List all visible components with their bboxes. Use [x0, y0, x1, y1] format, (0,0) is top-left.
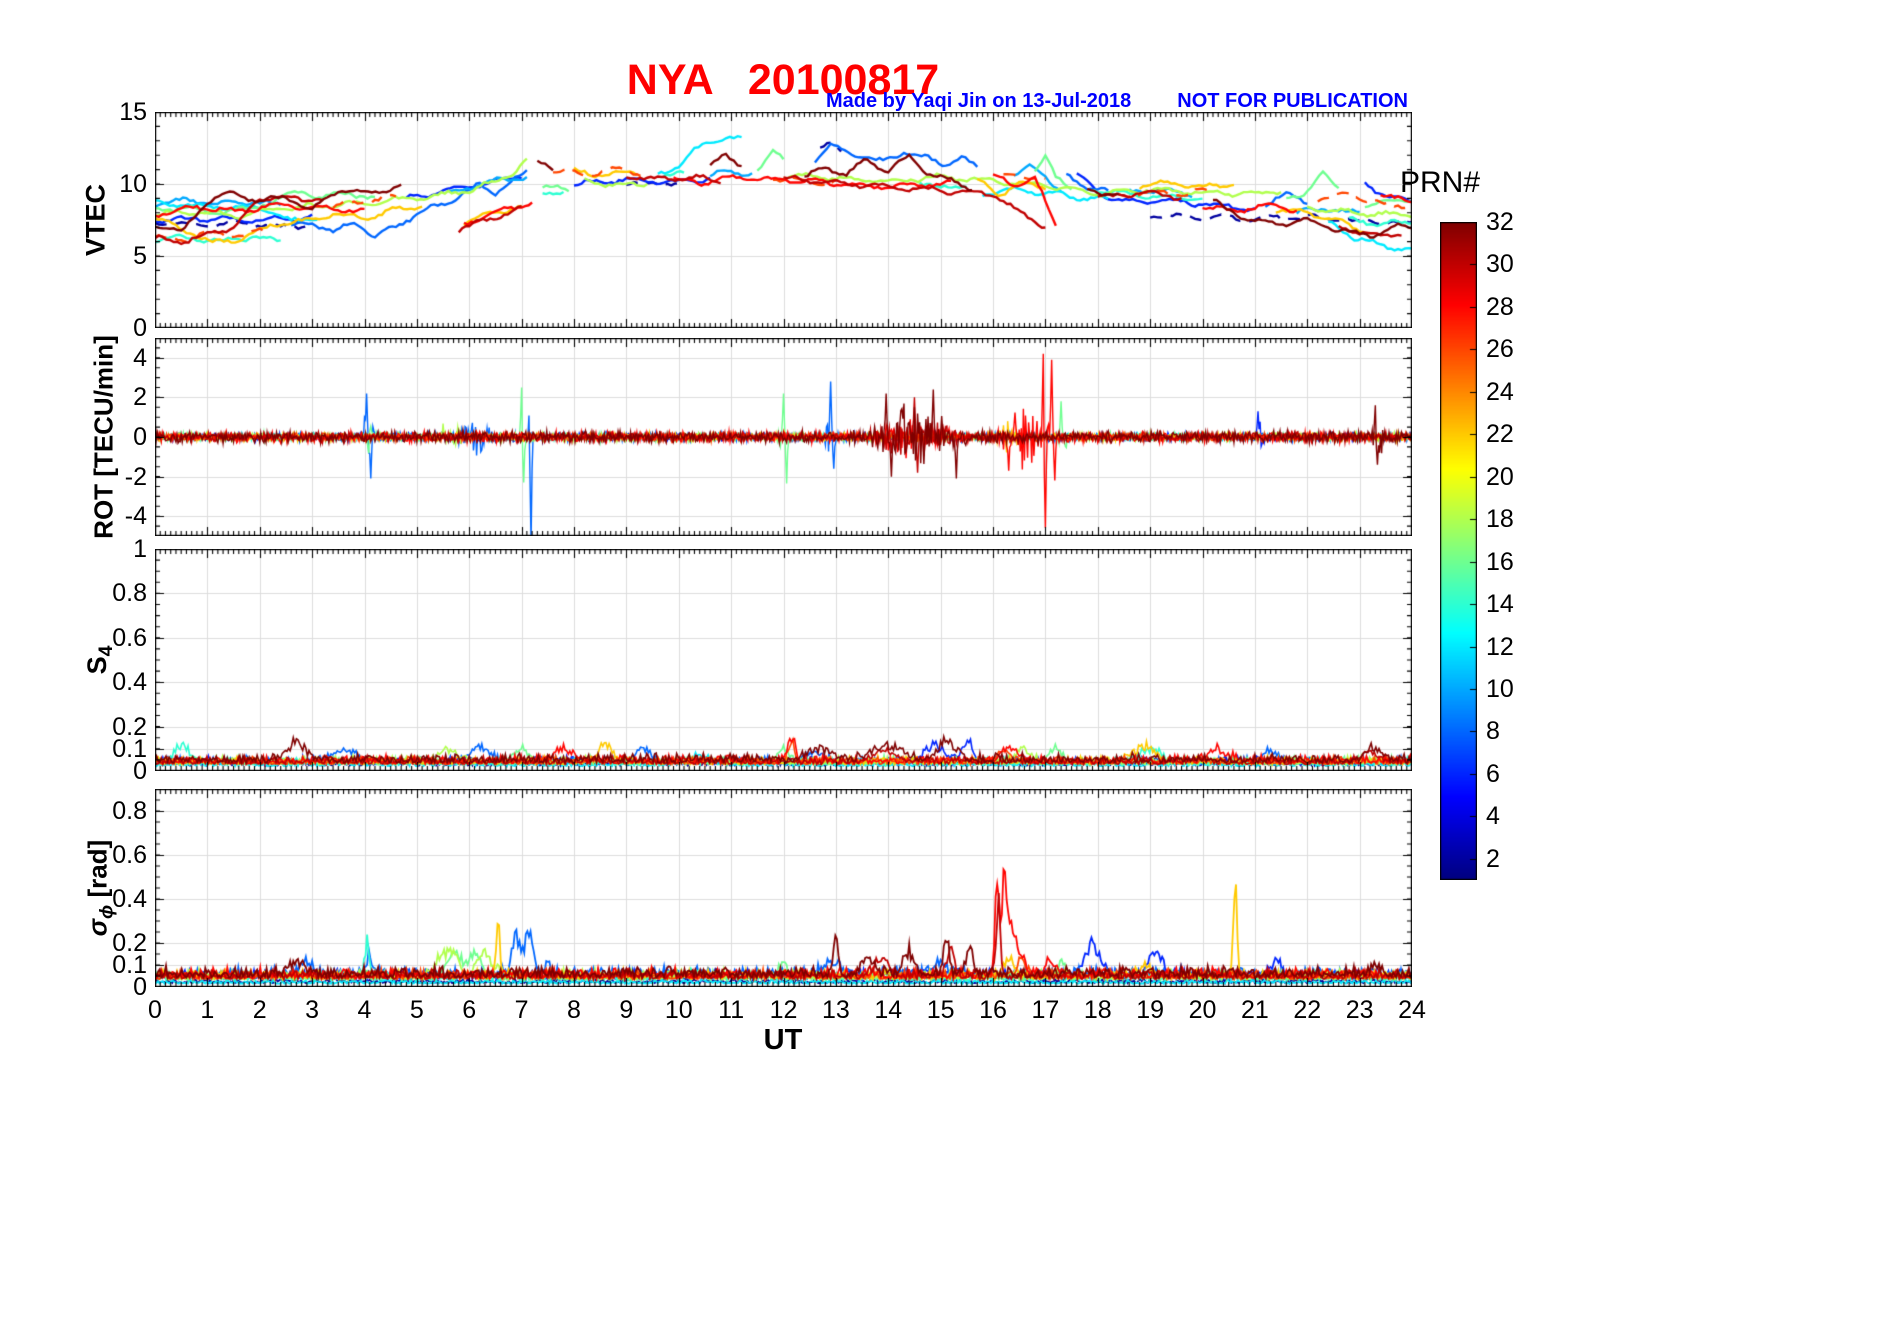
s4-ytick-label: 0 — [133, 757, 147, 785]
xaxis-tick-label: 7 — [514, 996, 529, 1024]
s4-ytick-label: 0.6 — [112, 623, 147, 652]
sigma-ytick-label: 0.1 — [112, 951, 147, 979]
xaxis-tick-label: 24 — [1398, 996, 1426, 1024]
vtec-plot-canvas — [155, 112, 1412, 328]
s4-ytick-label: 0.4 — [112, 668, 147, 697]
rot-ytick-label: -2 — [124, 462, 147, 491]
xaxis-tick-label: 13 — [821, 996, 850, 1024]
xaxis-tick-label: 19 — [1136, 996, 1165, 1024]
made-by-text: Made by Yaqi Jin on 13-Jul-2018 — [825, 90, 1132, 112]
xaxis-tick-label: 3 — [305, 996, 320, 1024]
s4-ytick-label: 0.8 — [112, 579, 147, 608]
colorbar-tick-label: 12 — [1486, 632, 1514, 661]
xaxis-tick-label: 23 — [1345, 996, 1374, 1024]
xaxis-tick-label: 1 — [200, 996, 215, 1024]
colorbar-tick-label: 20 — [1486, 462, 1514, 491]
colorbar-tick-label: 30 — [1486, 250, 1514, 279]
colorbar-tick-label: 2 — [1486, 844, 1500, 873]
colorbar-tick-label: 24 — [1486, 377, 1514, 406]
xaxis-tick-label: 8 — [567, 996, 581, 1024]
rot-ytick-label: 2 — [133, 383, 147, 412]
rot-ytick-label: 4 — [133, 343, 147, 372]
not-for-publication-text: NOT FOR PUBLICATION — [1177, 90, 1408, 112]
xaxis-tick-label: 12 — [769, 996, 798, 1024]
sigma-plot-canvas — [155, 789, 1412, 987]
rot-plot-canvas — [155, 338, 1412, 536]
xaxis-label: UT — [763, 1024, 803, 1056]
made-by-annotation: Made by Yaqi Jin on 13-Jul-2018 NOT FOR P… — [826, 90, 1408, 113]
colorbar-tick-label: 26 — [1486, 335, 1514, 364]
sigma-ytick-label: 0 — [133, 973, 147, 1001]
xaxis-tick-label: 18 — [1083, 996, 1112, 1024]
rot-ytick-label: -4 — [124, 502, 147, 531]
vtec-ytick-label: 10 — [119, 170, 147, 198]
s4-plot-canvas — [155, 549, 1412, 771]
xaxis-tick-label: 21 — [1240, 996, 1269, 1024]
vtec-ytick-label: 0 — [133, 314, 147, 342]
colorbar-tick-label: 16 — [1486, 547, 1514, 576]
vtec-ytick-label: 5 — [133, 242, 147, 270]
xaxis-tick-label: 16 — [979, 996, 1007, 1024]
s4-ytick-label: 1 — [133, 535, 147, 563]
sigma-ytick-label: 0.8 — [112, 797, 147, 825]
colorbar-tick-label: 28 — [1486, 292, 1514, 321]
rot-ytick-label: 0 — [133, 423, 147, 451]
colorbar-tick-label: 32 — [1486, 208, 1514, 236]
xaxis-tick-label: 4 — [357, 996, 372, 1024]
colorbar-tick-label: 8 — [1486, 717, 1500, 746]
xaxis-tick-label: 6 — [462, 996, 477, 1024]
sigma-ytick-label: 0.2 — [112, 929, 147, 957]
vtec-ytick-label: 15 — [119, 98, 147, 126]
colorbar-tick-label: 4 — [1486, 802, 1500, 831]
colorbar-tick-label: 6 — [1486, 759, 1500, 788]
colorbar-tick-label: 10 — [1486, 674, 1514, 703]
s4-ytick-label: 0.2 — [112, 712, 147, 741]
s4-ytick-label: 0.1 — [112, 734, 147, 763]
xaxis-tick-label: 22 — [1293, 996, 1322, 1024]
xaxis-tick-label: 10 — [664, 996, 693, 1024]
colorbar-tick-label: 14 — [1486, 590, 1514, 619]
xaxis-tick-label: 11 — [718, 996, 745, 1024]
xaxis-tick-label: 9 — [619, 996, 634, 1024]
xaxis-tick-label: 2 — [252, 996, 267, 1024]
xaxis-tick-label: 5 — [409, 996, 424, 1024]
colorbar-label: PRN# — [1400, 166, 1481, 199]
prn-colorbar — [1440, 222, 1477, 880]
xaxis-tick-label: 14 — [874, 996, 903, 1024]
xaxis-tick-label: 17 — [1031, 996, 1060, 1024]
chart-title: NYA 20100817 — [626, 56, 940, 104]
xaxis-tick-label: 15 — [926, 996, 955, 1024]
sigma-ytick-label: 0.6 — [112, 841, 147, 869]
sigma-ytick-label: 0.4 — [112, 885, 147, 913]
colorbar-tick-label: 22 — [1486, 420, 1514, 449]
xaxis-tick-label: 20 — [1188, 996, 1217, 1024]
xaxis-tick-label: 0 — [148, 996, 162, 1024]
colorbar-tick-label: 18 — [1486, 505, 1514, 534]
